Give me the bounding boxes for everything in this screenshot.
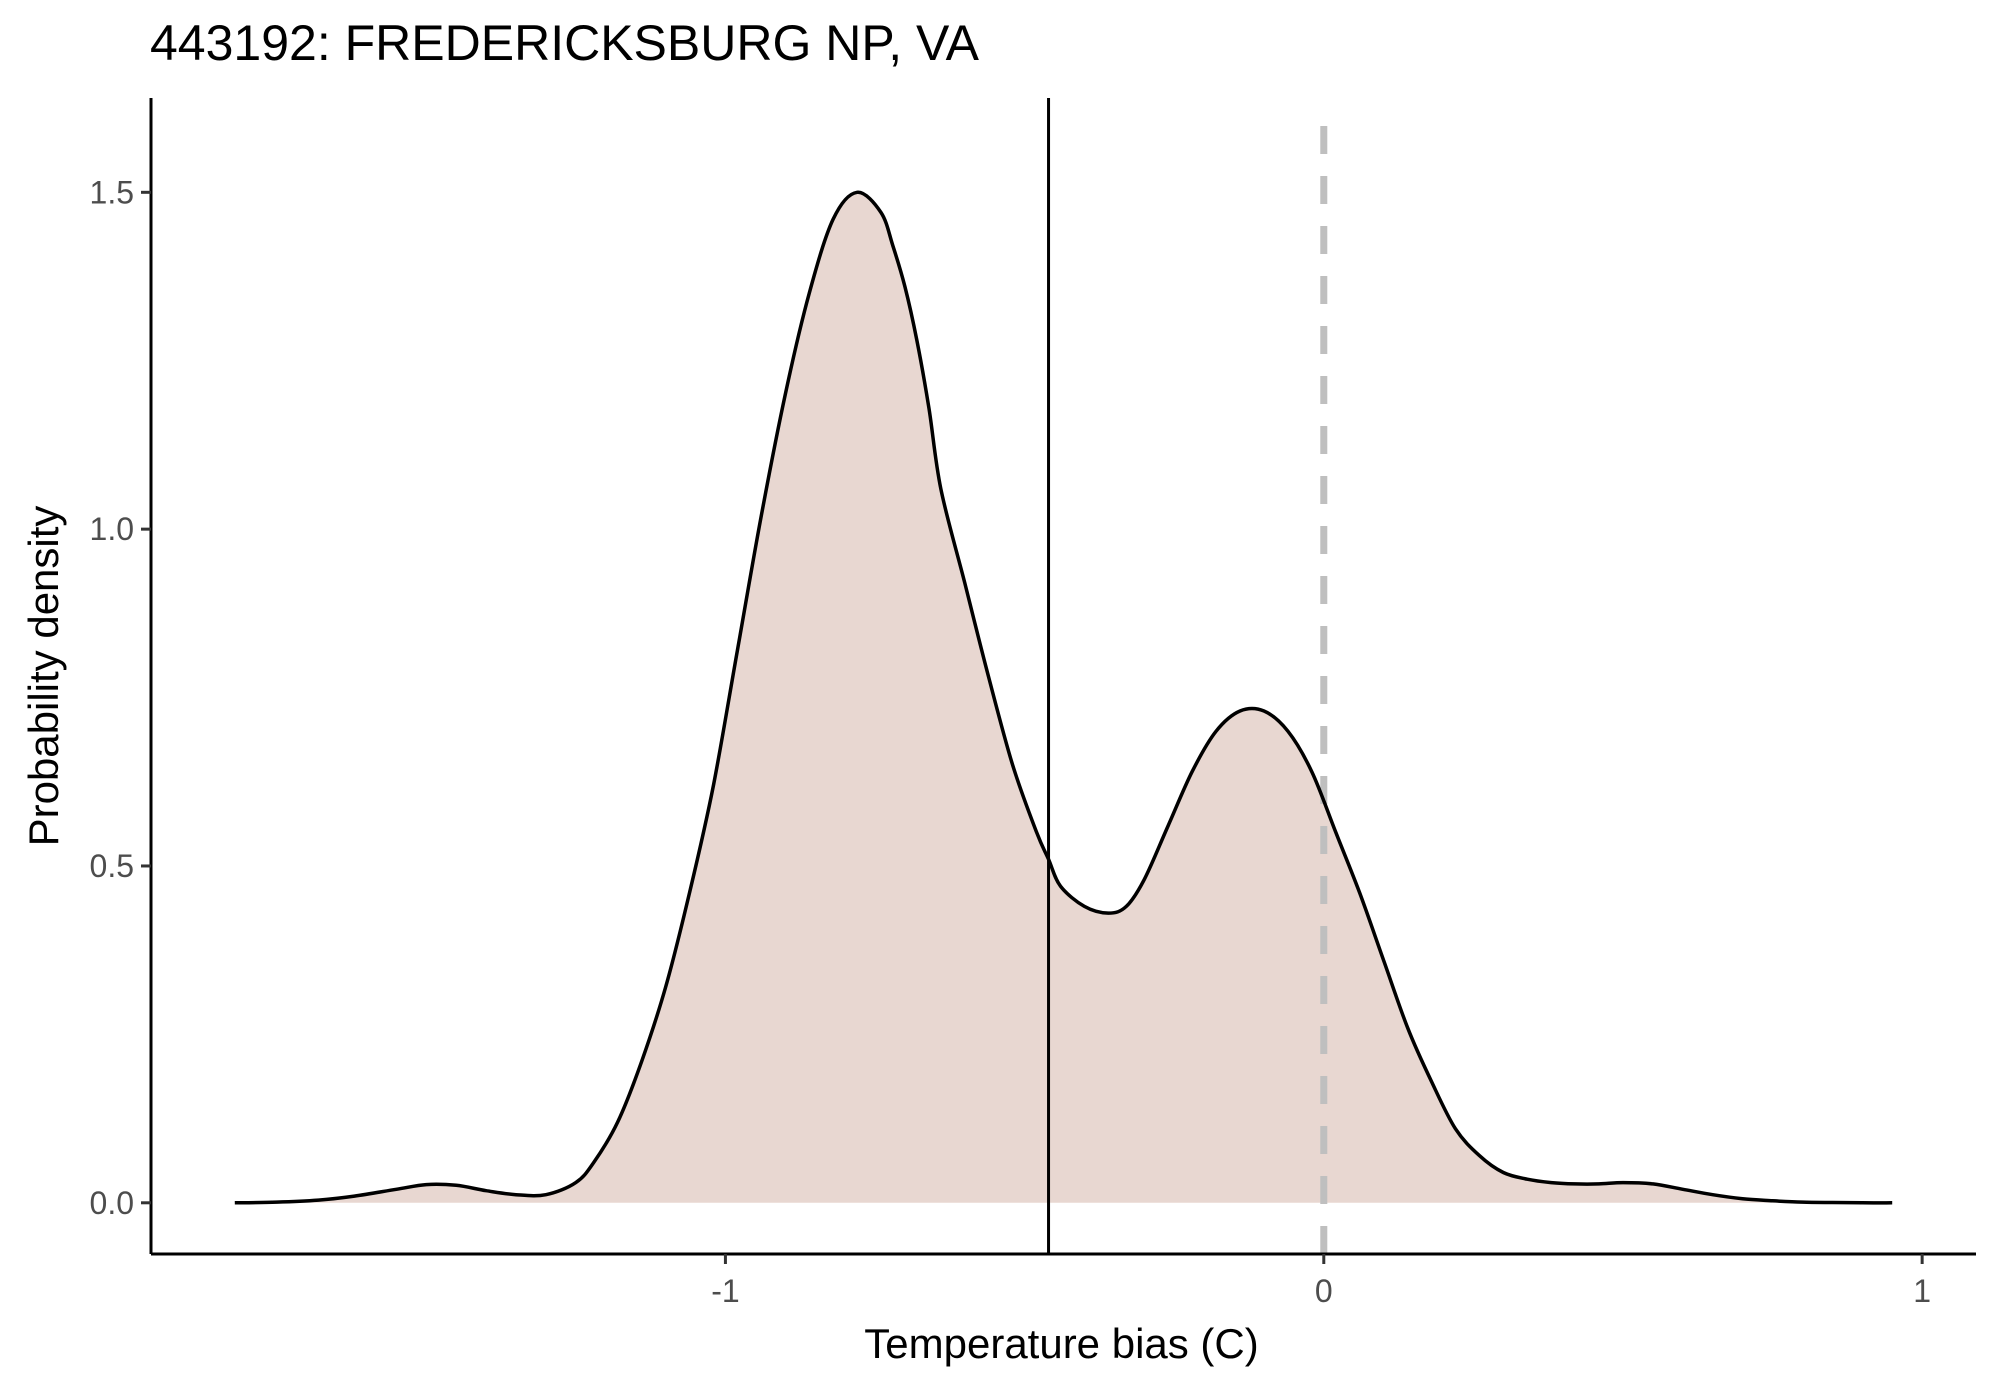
x-tick-label: 1 (1913, 1273, 1931, 1309)
x-tick-label: 0 (1315, 1273, 1333, 1309)
chart-title: 443192: FREDERICKSBURG NP, VA (150, 15, 980, 71)
y-tick-label: 0.5 (90, 848, 134, 884)
density-curve (234, 190, 1893, 1205)
y-tick-label: 0.0 (90, 1185, 134, 1221)
y-tick-label: 1.5 (90, 174, 134, 210)
y-tick-label: 1.0 (90, 511, 134, 547)
y-axis-title: Probability density (20, 506, 67, 847)
density-fill-area (234, 192, 1893, 1203)
x-axis-title: Temperature bias (C) (864, 1320, 1258, 1367)
y-axis-ticks: 0.0 0.5 1.0 1.5 (90, 174, 151, 1221)
x-axis-ticks: -1 0 1 (711, 1254, 1931, 1309)
x-tick-label: -1 (711, 1273, 739, 1309)
